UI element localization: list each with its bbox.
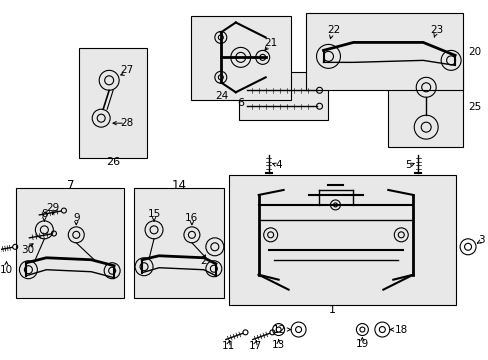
Text: 23: 23 xyxy=(429,26,443,35)
Text: 15: 15 xyxy=(147,209,161,219)
Text: 3: 3 xyxy=(477,235,483,245)
Text: 27: 27 xyxy=(120,65,133,75)
Text: 12: 12 xyxy=(272,325,285,334)
Bar xyxy=(238,72,328,120)
Text: 13: 13 xyxy=(271,341,285,351)
Bar xyxy=(387,67,462,147)
Bar xyxy=(79,48,147,158)
Text: 7: 7 xyxy=(66,180,74,193)
Text: 5: 5 xyxy=(404,160,411,170)
Text: 25: 25 xyxy=(467,102,480,112)
Text: 29: 29 xyxy=(47,203,60,213)
Text: 10: 10 xyxy=(0,265,13,275)
Text: 9: 9 xyxy=(73,213,80,223)
Bar xyxy=(134,188,224,298)
Text: 16: 16 xyxy=(185,213,198,223)
Text: 20: 20 xyxy=(467,48,480,57)
Text: 21: 21 xyxy=(264,39,277,48)
Text: 14: 14 xyxy=(171,180,186,193)
Text: 11: 11 xyxy=(222,342,235,351)
Text: 2: 2 xyxy=(200,256,207,266)
Text: 22: 22 xyxy=(326,26,340,35)
Bar xyxy=(190,15,290,100)
Text: 26: 26 xyxy=(106,157,120,167)
Text: 18: 18 xyxy=(394,325,407,334)
Text: 6: 6 xyxy=(237,98,244,108)
Text: 4: 4 xyxy=(275,160,282,170)
Text: 19: 19 xyxy=(355,339,368,350)
Text: 24: 24 xyxy=(215,91,228,101)
Bar xyxy=(17,188,124,298)
Text: 8: 8 xyxy=(41,209,47,219)
Text: 28: 28 xyxy=(120,118,133,128)
Text: 30: 30 xyxy=(21,245,35,255)
Text: 17: 17 xyxy=(248,342,262,351)
Bar xyxy=(228,175,455,305)
Text: 1: 1 xyxy=(328,305,335,315)
Bar xyxy=(305,13,462,90)
